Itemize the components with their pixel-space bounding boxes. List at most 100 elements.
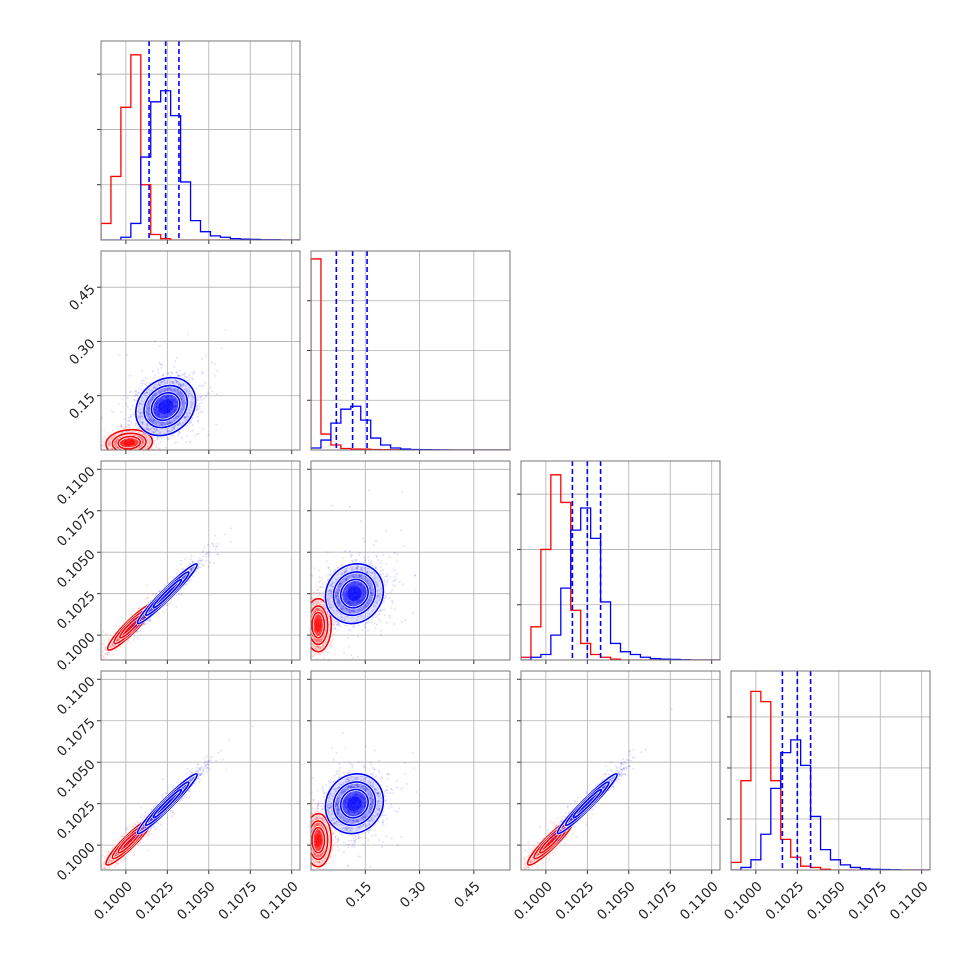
scatter-point <box>190 421 193 424</box>
scatter-point <box>155 403 158 406</box>
scatter-point <box>154 455 156 457</box>
scatter-point <box>190 404 193 407</box>
scatter-point <box>156 413 159 416</box>
scatter-point <box>147 403 150 406</box>
scatter-point <box>188 441 191 444</box>
scatter-point <box>146 451 148 453</box>
scatter-point <box>315 592 318 595</box>
scatter-point <box>167 388 170 391</box>
scatter-point <box>180 411 183 414</box>
scatter-point <box>311 592 314 595</box>
scatter-point <box>172 406 175 409</box>
scatter-point <box>179 391 182 394</box>
scatter-point <box>173 410 176 413</box>
scatter-point <box>159 381 162 384</box>
scatter-point <box>133 455 135 457</box>
scatter-point <box>177 374 180 377</box>
scatter-point <box>135 455 137 457</box>
scatter-point <box>128 633 131 636</box>
histogram-step <box>101 90 300 240</box>
scatter-point <box>202 384 205 387</box>
scatter-point <box>127 416 130 419</box>
scatter-point <box>177 383 180 386</box>
scatter-point <box>305 639 307 641</box>
scatter-point <box>145 394 148 397</box>
scatter-point <box>177 593 180 596</box>
scatter-point <box>207 393 210 396</box>
scatter-point <box>170 421 173 424</box>
scatter-point <box>106 651 109 654</box>
scatter-point <box>181 568 184 571</box>
scatter-point <box>179 383 182 386</box>
scatter-point <box>205 355 208 358</box>
scatter-point <box>128 374 131 377</box>
scatter-point <box>158 383 161 386</box>
scatter-point <box>144 623 147 626</box>
scatter-point <box>172 406 175 409</box>
scatter-point <box>153 407 156 410</box>
scatter-point <box>144 383 147 386</box>
scatter-point <box>174 398 177 401</box>
scatter-point <box>156 405 159 408</box>
scatter-point <box>146 412 149 415</box>
scatter-point <box>126 455 128 457</box>
scatter-point <box>191 377 194 380</box>
scatter-point <box>152 395 155 398</box>
scatter-point <box>111 643 114 646</box>
scatter-point <box>141 379 144 382</box>
scatter-point <box>315 638 318 641</box>
scatter-point <box>177 415 180 418</box>
scatter-point <box>172 398 175 401</box>
scatter-point <box>188 392 191 395</box>
scatter-point <box>322 595 325 598</box>
scatter-point <box>150 430 153 433</box>
scatter-point <box>120 455 122 457</box>
scatter-point <box>140 436 143 439</box>
scatter-point <box>194 434 197 437</box>
scatter-point <box>171 372 174 375</box>
scatter-point <box>152 421 155 424</box>
scatter-point <box>154 412 157 415</box>
scatter-point <box>155 405 158 408</box>
scatter-point <box>179 369 182 372</box>
scatter-point <box>170 413 173 416</box>
scatter-point <box>309 610 311 612</box>
scatter-point <box>159 399 162 402</box>
scatter-point <box>152 394 155 397</box>
scatter-point <box>179 390 182 393</box>
scatter-point <box>308 608 310 610</box>
scatter-point <box>138 416 141 419</box>
scatter-point <box>185 416 188 419</box>
scatter-point <box>164 423 167 426</box>
scatter-point <box>101 642 104 645</box>
scatter-point <box>109 438 112 441</box>
scatter-point <box>174 404 177 407</box>
scatter-point <box>181 397 184 400</box>
scatter-point <box>156 400 159 403</box>
scatter-point <box>170 371 173 374</box>
scatter-point <box>215 423 218 426</box>
scatter-point <box>174 405 177 408</box>
scatter-point <box>102 441 105 444</box>
scatter-point <box>147 452 149 454</box>
scatter-point <box>117 451 119 453</box>
scatter-point <box>178 422 181 425</box>
scatter-point <box>182 428 185 431</box>
scatter-point <box>324 672 326 674</box>
scatter-point <box>204 395 207 398</box>
scatter-point <box>176 402 179 405</box>
scatter-point <box>163 395 166 398</box>
scatter-point <box>154 393 157 396</box>
scatter-point <box>127 639 130 642</box>
scatter-point <box>181 403 184 406</box>
scatter-point <box>184 441 187 444</box>
scatter-point <box>173 407 176 410</box>
scatter-point <box>207 565 210 568</box>
scatter-point <box>155 428 158 431</box>
scatter-point <box>215 393 218 396</box>
scatter-point <box>171 410 174 413</box>
scatter-point <box>179 392 182 395</box>
scatter-point <box>191 402 194 405</box>
scatter-point <box>133 617 136 620</box>
